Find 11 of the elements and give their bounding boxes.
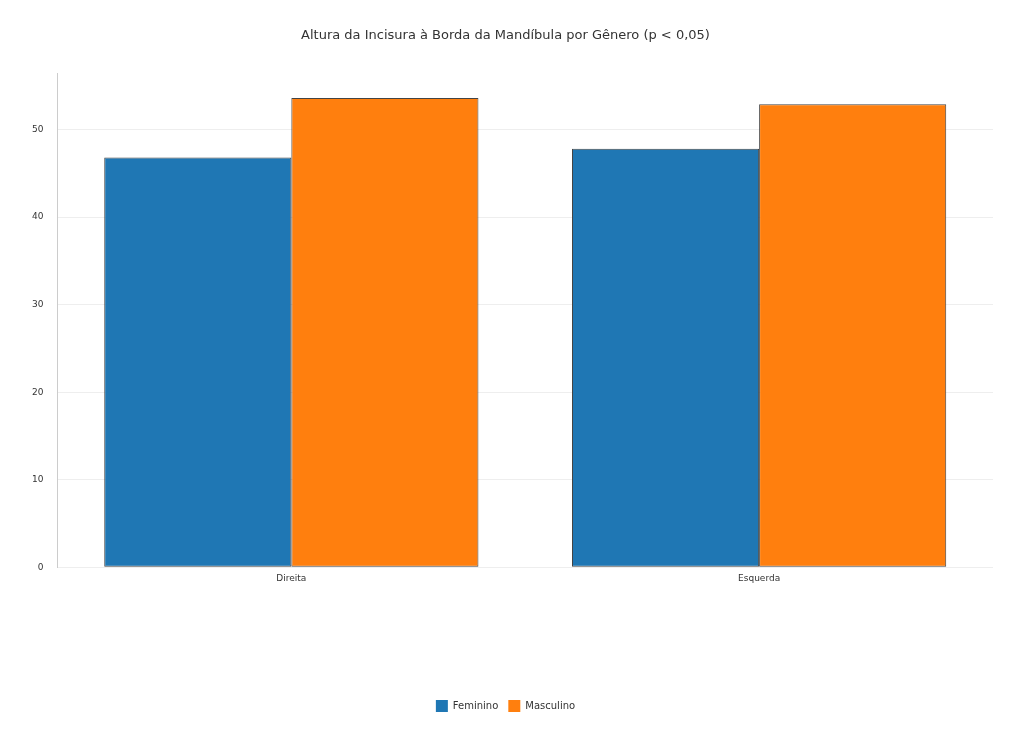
legend-label: Feminino: [452, 699, 499, 711]
chart-title: Altura da Incisura à Borda da Mandíbula por Gênero (p < 0,05): [301, 27, 710, 43]
y-tick-label: 20: [32, 386, 44, 397]
y-tick-label: 50: [32, 123, 44, 134]
y-tick-label: 10: [32, 474, 44, 485]
y-tick-label: 40: [32, 211, 44, 222]
y-tick-label: 0: [37, 561, 44, 572]
x-tick-label: Esquerda: [738, 572, 781, 583]
x-tick-label: Direita: [276, 572, 307, 583]
y-tick-label: 30: [32, 298, 44, 309]
legend-label: Masculino: [525, 699, 576, 711]
